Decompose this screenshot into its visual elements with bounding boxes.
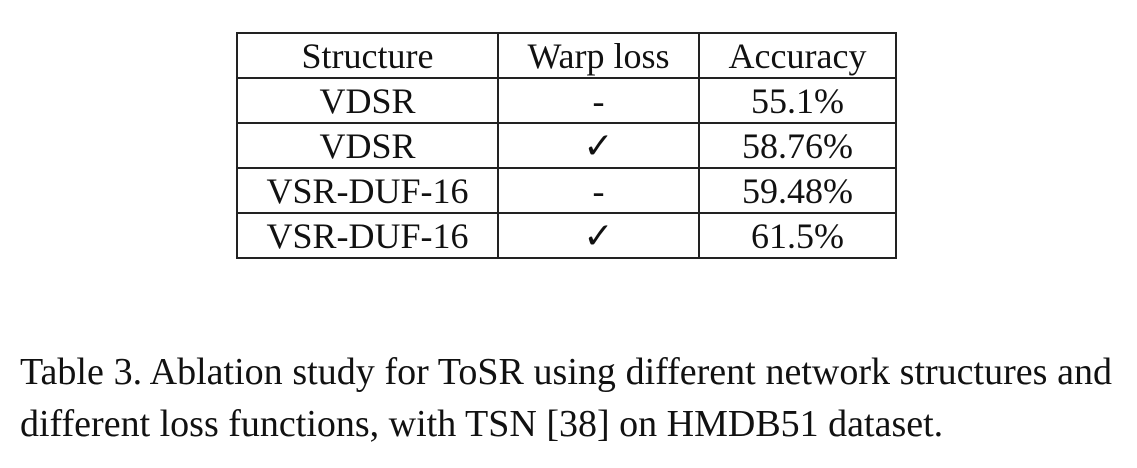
cell-accuracy-best: 61.5%: [698, 212, 897, 259]
table-row: VDSR ✓ 58.76%: [236, 122, 897, 169]
table-caption: Table 3. Ablation study for ToSR using d…: [20, 351, 1112, 445]
cell-warp-loss: ✓: [497, 212, 700, 259]
header-warp-loss: Warp loss: [497, 32, 700, 79]
cell-accuracy: 59.48%: [698, 167, 897, 214]
cell-structure: VSR-DUF-16: [236, 167, 499, 214]
table-row: VDSR - 55.1%: [236, 77, 897, 124]
table-row: VSR-DUF-16 - 59.48%: [236, 167, 897, 214]
cell-accuracy: 55.1%: [698, 77, 897, 124]
table-header-row: Structure Warp loss Accuracy: [236, 32, 897, 79]
table-row: VSR-DUF-16 ✓ 61.5%: [236, 212, 897, 259]
cell-structure: VDSR: [236, 122, 499, 169]
cell-warp-loss: -: [497, 167, 700, 214]
ablation-table: Structure Warp loss Accuracy VDSR - 55.1…: [236, 32, 897, 259]
cell-accuracy: 58.76%: [698, 122, 897, 169]
header-structure: Structure: [236, 32, 499, 79]
header-accuracy: Accuracy: [698, 32, 897, 79]
cell-warp-loss: ✓: [497, 122, 700, 169]
ablation-table-container: Structure Warp loss Accuracy VDSR - 55.1…: [236, 32, 897, 259]
cell-warp-loss: -: [497, 77, 700, 124]
cell-structure: VDSR: [236, 77, 499, 124]
cell-structure: VSR-DUF-16: [236, 212, 499, 259]
